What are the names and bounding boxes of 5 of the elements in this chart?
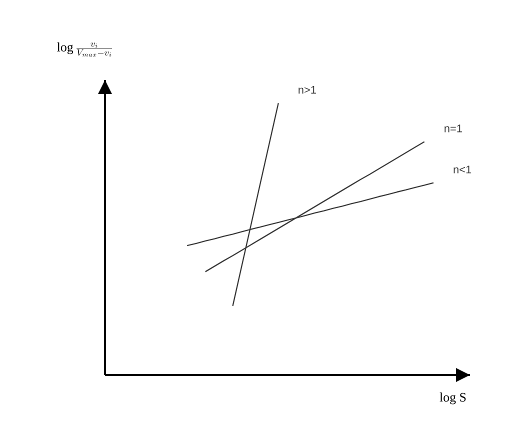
text: n=1 xyxy=(444,124,462,132)
x-axis-title: log S xyxy=(440,392,466,404)
text: n<1 xyxy=(454,166,472,174)
y-axis-title: $\log \frac{v_i}{V_{max} - v_i}$ xyxy=(57,42,112,57)
text: n>1 xyxy=(298,86,316,94)
